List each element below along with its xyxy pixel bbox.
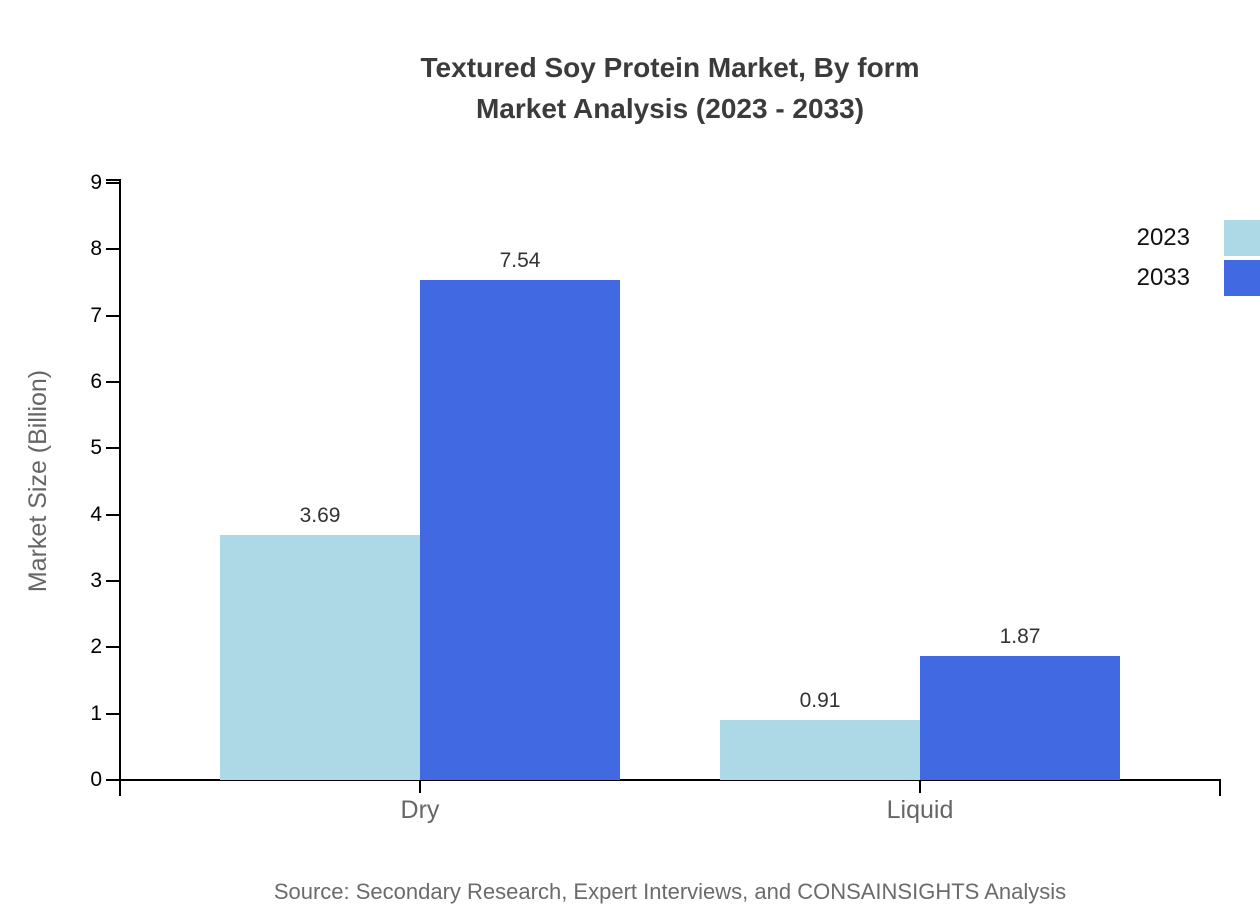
- y-tick-label: 6: [90, 370, 102, 393]
- y-axis-tick: [106, 779, 119, 781]
- bar-liquid-2023: [720, 719, 920, 780]
- legend-swatch-2033: [1224, 260, 1260, 296]
- bar-value-label: 1.87: [999, 624, 1041, 648]
- bar-liquid-2033: [920, 655, 1120, 780]
- bar-value-label: 3.69: [299, 504, 341, 528]
- y-tick-label: 8: [90, 237, 102, 261]
- legend-label-2023: 2023: [1136, 224, 1190, 251]
- y-axis-tick: [106, 513, 119, 516]
- y-tick-label: 0: [90, 768, 102, 791]
- legend-swatch-2023: [1224, 220, 1260, 256]
- y-tick-label: 2: [90, 635, 102, 659]
- y-tick-label: 3: [90, 569, 102, 592]
- chart-title-line1: Textured Soy Protein Market, By form: [420, 52, 920, 83]
- bar-value-label: 0.91: [799, 688, 841, 712]
- y-axis-tick: [106, 646, 119, 649]
- legend-label-2033: 2033: [1136, 264, 1190, 291]
- chart-title-line2: Market Analysis (2023 - 2033): [475, 93, 865, 124]
- y-tick-label: 7: [90, 303, 102, 327]
- category-label: Dry: [400, 796, 440, 824]
- y-axis-tick: [106, 712, 119, 715]
- x-axis-end-tick: [1219, 779, 1221, 796]
- chart-title: Textured Soy Protein Market, By form Mar…: [120, 47, 1220, 129]
- y-axis-tick: [106, 381, 119, 383]
- y-axis-tick: [106, 314, 119, 317]
- bar-dry-2023: [220, 535, 420, 780]
- y-axis-tick: [106, 248, 119, 251]
- category-label: Liquid: [886, 796, 954, 824]
- y-tick-label: 5: [90, 436, 102, 460]
- x-axis-tick: [919, 779, 921, 793]
- y-tick-label: 9: [90, 171, 102, 194]
- bar-dry-2033: [420, 279, 620, 780]
- y-tick-label: 1: [90, 701, 102, 725]
- bar-value-label: 7.54: [499, 248, 541, 272]
- y-axis-end-cap: [106, 179, 119, 181]
- y-axis-line: [119, 179, 121, 796]
- source-note: Source: Secondary Research, Expert Inter…: [273, 879, 1067, 904]
- x-axis-tick: [419, 779, 421, 793]
- y-axis-tick: [106, 182, 119, 184]
- y-tick-label: 4: [90, 502, 102, 526]
- y-axis-tick: [106, 447, 119, 450]
- y-axis-tick: [106, 580, 119, 582]
- x-axis-line: [119, 779, 1221, 781]
